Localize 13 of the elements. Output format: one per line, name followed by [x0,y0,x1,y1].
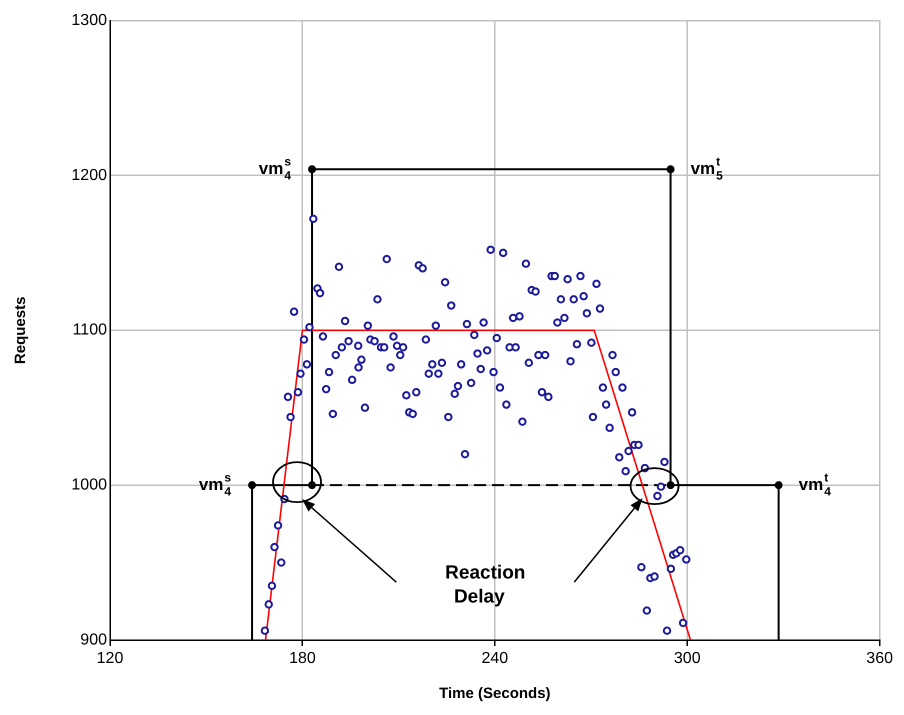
x-tick-label: 300 [674,650,701,668]
x-tick-label: 360 [866,650,894,668]
x-tick-label: 240 [481,650,508,668]
y-tick-label: 1300 [71,12,108,30]
x-axis-title: Time (Seconds) [439,685,551,702]
y-tick-label: 1100 [72,322,108,339]
annotation: Reaction Delay [445,562,526,608]
y-tick-label: 1200 [71,166,108,184]
x-tick-label: 180 [289,650,316,668]
y-axis-title: Requests [12,296,30,364]
y-tick-label: 1000 [71,476,108,494]
y-tick-label: 900 [80,631,108,648]
x-tick-label: 120 [96,650,124,668]
